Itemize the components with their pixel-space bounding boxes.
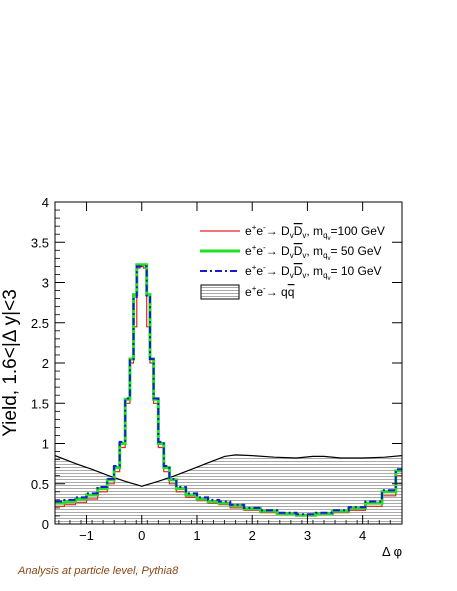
y-tick-label: 3 (42, 276, 49, 291)
x-axis-label: Δ φ (382, 544, 402, 559)
y-tick-label: 0 (42, 517, 49, 532)
x-tick-label: 4 (359, 528, 366, 543)
series-line-10gev (55, 265, 402, 516)
x-tick-label: 2 (249, 528, 256, 543)
x-tick-label: −1 (79, 528, 94, 543)
x-axis-ticks: −1 0 1 2 3 4 (58, 202, 391, 543)
signal-series (55, 263, 402, 517)
x-tick-label: 0 (138, 528, 145, 543)
y-tick-label: 1.5 (31, 396, 49, 411)
legend-label-50: e+e-→ DvDv, mqv= 50 GeV (245, 243, 382, 262)
y-tick-label: 4 (42, 195, 49, 210)
legend-label-qq: e+e-→ qq (245, 284, 294, 299)
legend-swatch-qq (200, 284, 240, 300)
y-tick-label: 2 (42, 356, 49, 371)
y-tick-label: 3.5 (31, 235, 49, 250)
qq-area-fill (55, 454, 402, 524)
y-tick-label: 2.5 (31, 316, 49, 331)
y-axis-label: Yield, 1.6<|Δ y|<3 (0, 289, 21, 437)
y-tick-label: 0.5 (31, 477, 49, 492)
footnote: Analysis at particle level, Pythia8 (18, 565, 179, 577)
legend: e+e-→ DvDv, mqv=100 GeV e+e-→ DvDv, mqv=… (200, 223, 385, 300)
y-tick-label: 1 (42, 437, 49, 452)
x-tick-label: 1 (193, 528, 200, 543)
y-axis-ticks: 0 0.5 1 1.5 2 2.5 3 3.5 4 (31, 195, 402, 532)
legend-label-10: e+e-→ DvDv, mqv= 10 GeV (245, 263, 382, 282)
legend-label-100: e+e-→ DvDv, mqv=100 GeV (245, 223, 385, 242)
x-tick-label: 3 (304, 528, 311, 543)
